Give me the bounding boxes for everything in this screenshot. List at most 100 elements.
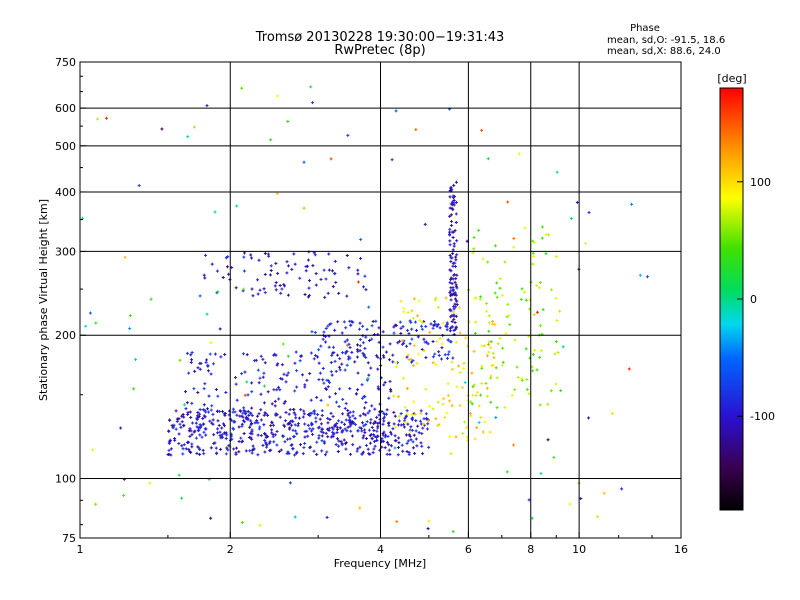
data-point	[436, 305, 440, 309]
data-point	[554, 297, 558, 301]
data-point	[331, 414, 335, 418]
data-point	[194, 421, 198, 425]
data-point	[338, 387, 342, 391]
data-point	[271, 433, 275, 437]
data-point	[333, 272, 337, 276]
data-point	[372, 447, 376, 451]
data-point	[451, 530, 455, 534]
data-point	[512, 245, 516, 249]
x-axis-ticks: 1 2 4 6 8 10 16	[77, 532, 688, 556]
data-point	[288, 437, 292, 441]
data-point	[385, 440, 389, 444]
data-point	[305, 429, 309, 433]
data-point	[308, 411, 312, 415]
data-point	[229, 432, 233, 436]
data-point	[450, 188, 454, 192]
data-point	[448, 340, 452, 344]
data-point	[286, 293, 290, 297]
data-point	[348, 418, 352, 422]
data-point	[242, 409, 246, 413]
data-point	[274, 281, 278, 285]
data-point	[265, 445, 269, 449]
data-point	[412, 433, 416, 437]
data-point	[348, 410, 352, 414]
data-point	[402, 425, 406, 429]
data-point	[364, 356, 368, 360]
data-point	[470, 402, 474, 406]
data-point	[214, 387, 218, 391]
data-point	[541, 225, 545, 229]
data-point	[211, 362, 215, 366]
data-point	[282, 423, 286, 427]
data-point	[257, 258, 261, 262]
data-point	[314, 353, 318, 357]
data-point	[214, 446, 218, 450]
data-point	[396, 445, 400, 449]
data-point	[403, 420, 407, 424]
data-point	[561, 345, 565, 349]
data-point	[375, 439, 379, 443]
data-point	[231, 407, 235, 411]
data-point	[452, 328, 456, 332]
data-point	[188, 427, 192, 431]
data-point	[350, 350, 354, 354]
data-point	[195, 417, 199, 421]
data-point	[381, 433, 385, 437]
data-point	[312, 449, 316, 453]
data-point	[307, 293, 311, 297]
data-point	[531, 353, 535, 357]
data-point	[480, 364, 484, 368]
data-point	[489, 376, 493, 380]
data-point	[520, 378, 524, 382]
data-point	[321, 337, 325, 341]
data-point	[382, 411, 386, 415]
data-point	[314, 420, 318, 424]
data-point	[382, 416, 386, 420]
data-point	[501, 346, 505, 350]
data-point	[424, 412, 428, 416]
data-point	[259, 392, 263, 396]
data-point	[432, 319, 436, 323]
data-point	[234, 286, 238, 290]
data-point	[195, 451, 199, 455]
data-point	[527, 392, 531, 396]
data-point	[368, 339, 372, 343]
data-point	[454, 283, 458, 287]
data-point	[421, 426, 425, 430]
data-point	[243, 409, 247, 413]
data-point	[489, 400, 493, 404]
data-point	[370, 436, 374, 440]
data-point	[177, 432, 181, 436]
data-point	[188, 434, 192, 438]
data-point	[383, 412, 387, 416]
data-point	[342, 320, 346, 324]
data-point	[535, 284, 539, 288]
data-point	[427, 404, 431, 408]
data-point	[219, 447, 223, 451]
data-point	[362, 424, 366, 428]
data-point	[453, 261, 457, 265]
data-point	[302, 446, 306, 450]
data-point	[424, 324, 428, 328]
colorbar	[720, 88, 743, 510]
data-point	[513, 388, 517, 392]
data-point	[258, 523, 262, 527]
data-point	[167, 429, 171, 433]
data-point	[271, 435, 275, 439]
data-point	[296, 424, 300, 428]
data-point	[250, 287, 254, 291]
data-point	[196, 414, 200, 418]
data-point	[319, 430, 323, 434]
data-point	[452, 332, 456, 336]
data-point	[446, 338, 450, 342]
data-point	[227, 413, 231, 417]
y-tick-label: 500	[55, 140, 76, 153]
data-point	[295, 432, 299, 436]
data-point	[448, 435, 452, 439]
data-point	[405, 441, 409, 445]
data-point	[554, 340, 558, 344]
data-point	[286, 450, 290, 454]
data-point	[237, 425, 241, 429]
data-point	[484, 381, 488, 385]
data-point	[320, 428, 324, 432]
